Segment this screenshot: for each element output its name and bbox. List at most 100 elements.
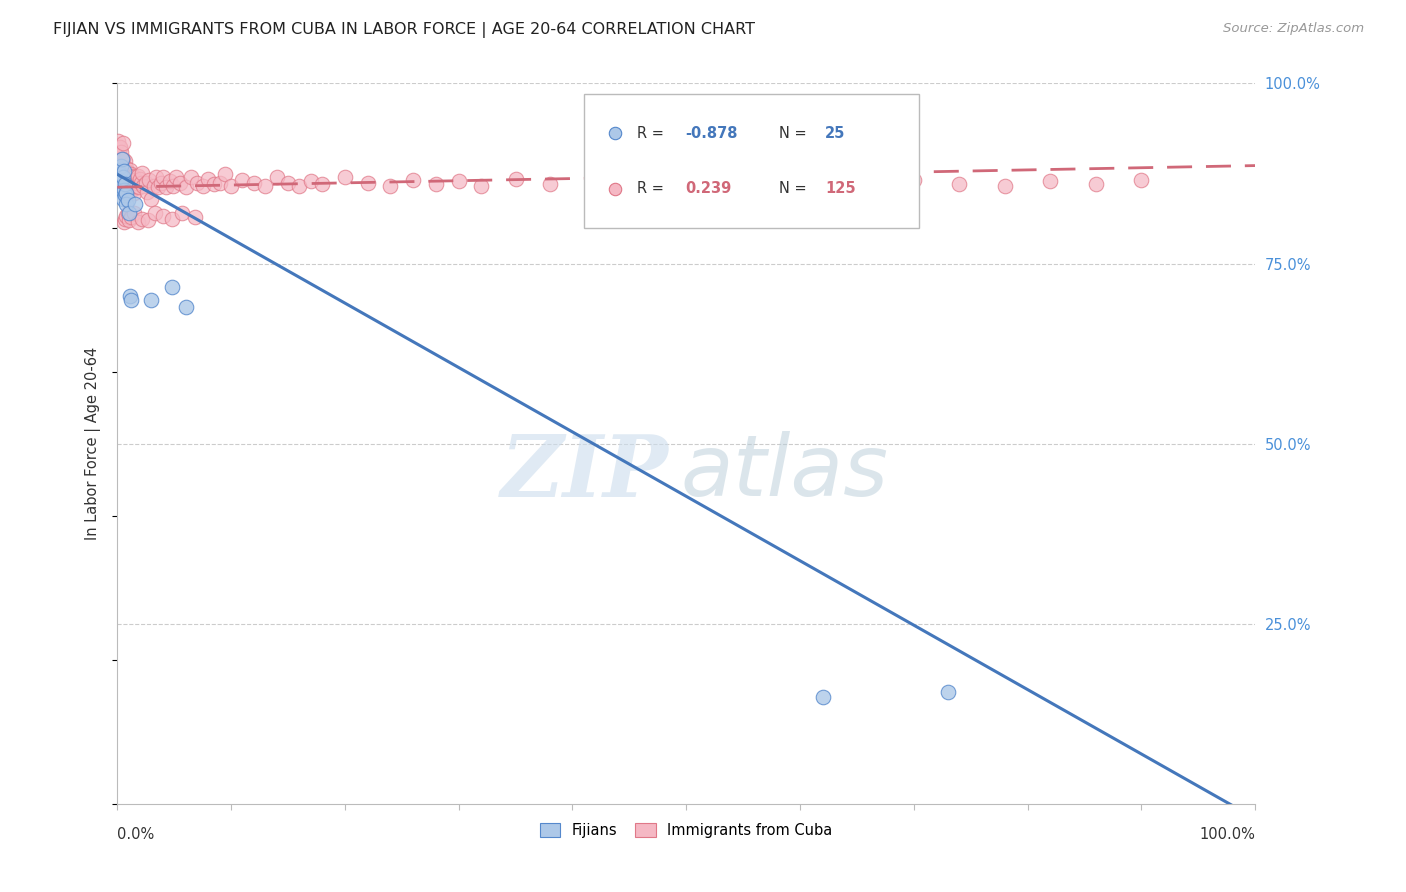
Point: [135, 185, 157, 199]
Point: [108, 181, 131, 195]
Point: [172, 206, 194, 220]
Point: [112, 183, 135, 197]
Point: [110, 152, 132, 166]
Point: [111, 154, 134, 169]
Text: N =: N =: [779, 126, 811, 141]
Point: [811, 690, 834, 705]
Point: [112, 181, 135, 195]
Text: 25: 25: [825, 126, 845, 141]
Point: [675, 178, 697, 192]
Point: [128, 180, 150, 194]
Text: Source: ZipAtlas.com: Source: ZipAtlas.com: [1223, 22, 1364, 36]
Point: [149, 176, 172, 190]
Text: -0.878: -0.878: [685, 126, 738, 141]
Point: [117, 193, 139, 207]
Point: [447, 174, 470, 188]
Point: [311, 178, 333, 192]
Point: [160, 211, 183, 226]
Point: [112, 164, 135, 178]
Point: [111, 169, 134, 183]
Point: [117, 167, 139, 181]
Point: [124, 186, 146, 200]
Point: [505, 171, 527, 186]
Point: [114, 188, 136, 202]
Point: [145, 170, 167, 185]
Point: [111, 192, 134, 206]
Point: [380, 178, 402, 193]
Point: [127, 169, 149, 183]
Point: [112, 162, 135, 177]
Point: [107, 147, 129, 161]
Point: [136, 213, 159, 227]
Point: [110, 178, 132, 193]
Point: [127, 215, 149, 229]
Point: [858, 174, 880, 188]
Point: [111, 160, 134, 174]
Y-axis label: In Labor Force | Age 20-64: In Labor Force | Age 20-64: [86, 347, 101, 541]
Point: [603, 181, 626, 195]
Point: [162, 178, 184, 193]
Point: [254, 178, 277, 193]
Point: [948, 178, 970, 192]
Point: [118, 213, 141, 227]
Point: [115, 164, 138, 178]
Text: atlas: atlas: [681, 431, 889, 514]
Point: [936, 685, 959, 699]
Point: [118, 180, 141, 194]
Point: [118, 178, 141, 192]
Point: [114, 166, 136, 180]
Point: [766, 176, 789, 190]
Point: [180, 170, 202, 185]
Point: [120, 176, 142, 190]
Point: [277, 176, 299, 190]
Point: [110, 174, 132, 188]
Point: [111, 185, 134, 199]
Point: [118, 162, 141, 177]
Point: [110, 145, 132, 159]
Point: [108, 167, 131, 181]
Point: [120, 210, 142, 224]
Point: [115, 185, 138, 199]
Point: [1130, 173, 1153, 187]
Point: [583, 178, 606, 193]
Point: [811, 178, 834, 193]
Text: FIJIAN VS IMMIGRANTS FROM CUBA IN LABOR FORCE | AGE 20-64 CORRELATION CHART: FIJIAN VS IMMIGRANTS FROM CUBA IN LABOR …: [53, 22, 755, 38]
Point: [114, 178, 136, 193]
Point: [603, 126, 626, 140]
Point: [114, 178, 136, 192]
Point: [1084, 178, 1107, 192]
Point: [333, 170, 356, 185]
Point: [122, 169, 145, 183]
Point: [118, 206, 141, 220]
Point: [117, 174, 139, 188]
Point: [111, 152, 134, 166]
Point: [117, 206, 139, 220]
Point: [118, 169, 141, 183]
Point: [114, 211, 136, 226]
Point: [148, 180, 170, 194]
Point: [152, 209, 174, 223]
Point: [107, 157, 129, 171]
Point: [132, 178, 155, 193]
Point: [994, 178, 1017, 193]
Point: [165, 170, 187, 185]
Point: [111, 171, 134, 186]
Point: [108, 167, 131, 181]
Point: [129, 171, 152, 186]
Text: 0.0%: 0.0%: [117, 827, 155, 841]
Point: [231, 173, 253, 187]
Point: [124, 197, 146, 211]
Point: [111, 176, 134, 190]
Point: [538, 178, 561, 192]
Point: [159, 174, 181, 188]
Point: [219, 178, 242, 193]
Point: [107, 162, 129, 177]
Point: [120, 167, 142, 181]
Point: [191, 178, 214, 193]
Point: [111, 170, 134, 185]
Point: [141, 192, 163, 206]
Point: [160, 279, 183, 293]
Point: [118, 171, 141, 186]
Point: [124, 178, 146, 193]
Point: [114, 154, 136, 169]
